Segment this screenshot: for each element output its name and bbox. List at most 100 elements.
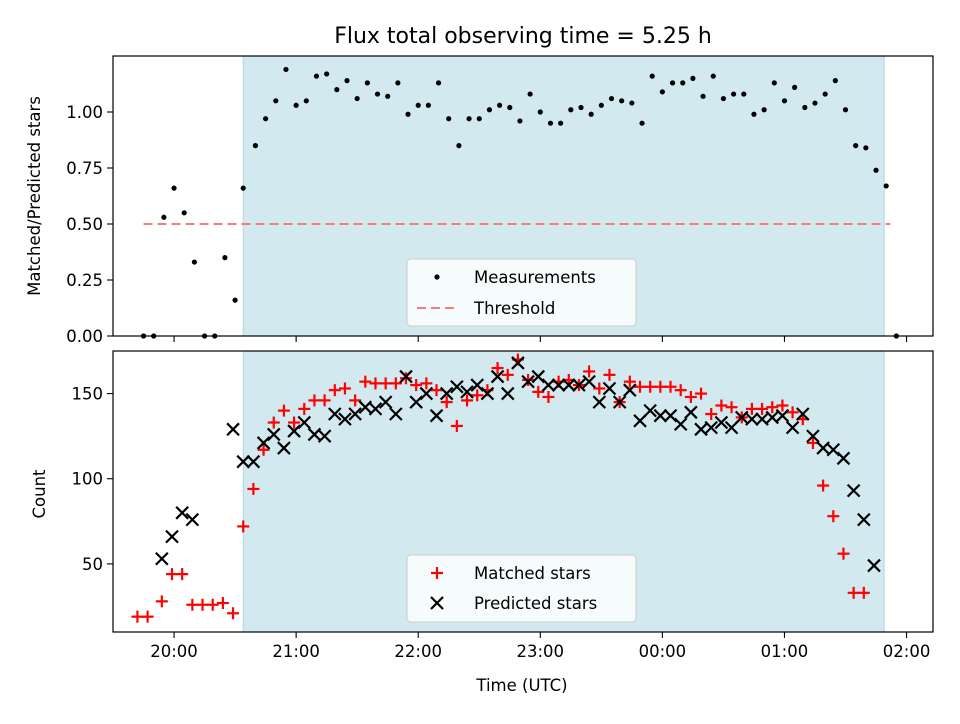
predicted-star-point <box>633 414 647 428</box>
predicted-star-point <box>328 407 342 421</box>
matched-star-point <box>186 598 199 611</box>
matched-star-point <box>318 394 331 407</box>
bottom-panel: 50 100 150 20:00 21:00 22:00 23:00 00:00 01:00 0… <box>30 350 934 695</box>
measurement-point <box>558 120 564 126</box>
measurement-point <box>690 75 696 81</box>
matched-star-point <box>298 402 311 415</box>
matched-star-point <box>257 443 270 456</box>
matched-star-point <box>532 385 545 398</box>
predicted-star-point <box>246 454 261 469</box>
matched-star-point <box>766 401 779 414</box>
matched-star-point <box>288 416 301 429</box>
top-y-ticks: 0.00 0.25 0.50 0.75 1.00 <box>66 103 113 346</box>
measurement-point <box>415 102 421 108</box>
measurement-point <box>741 91 747 97</box>
matched-star-point <box>654 380 667 393</box>
measurement-point <box>425 102 431 108</box>
measurement-point <box>324 71 330 77</box>
matched-star-point <box>776 399 789 412</box>
measurement-point <box>181 210 187 216</box>
matched-star-point <box>440 396 453 409</box>
predicted-star-point <box>592 395 607 409</box>
matched-star-point <box>369 377 382 390</box>
measurement-point <box>873 167 879 173</box>
measurement-point <box>771 80 777 86</box>
predicted-star-point <box>612 395 627 409</box>
top-panel: 0.00 0.25 0.50 0.75 1.00 Flux total observin… <box>25 24 934 346</box>
x-tick-label: 02:00 <box>883 642 931 661</box>
matched-star-point <box>141 610 154 623</box>
predicted-star-point <box>500 386 515 401</box>
matched-star-point <box>827 510 840 523</box>
predicted-star-point <box>785 420 800 435</box>
bottom-legend-box <box>406 554 637 623</box>
matched-star-point <box>705 408 718 421</box>
top-y-axis-label: Matched/Predicted stars <box>25 96 44 296</box>
measurement-point <box>629 100 635 106</box>
matched-star-point <box>461 394 474 407</box>
matched-star-point <box>715 399 728 412</box>
predicted-star-point <box>348 407 362 421</box>
predicted-star-point <box>399 369 413 384</box>
measurement-point <box>792 84 798 90</box>
matched-star-point <box>471 389 484 402</box>
predicted-star-point <box>673 417 688 432</box>
measurement-point <box>853 143 859 149</box>
matched-star-point <box>674 384 687 397</box>
measurement-point <box>812 100 818 106</box>
matched-star-point <box>155 595 168 608</box>
predicted-star-point <box>277 441 291 455</box>
predicted-star-point <box>165 529 179 544</box>
threshold-legend-label: Threshold <box>473 299 555 318</box>
matched-star-point <box>349 394 362 407</box>
measurement-point <box>822 91 828 97</box>
measurements-legend-marker <box>434 274 440 280</box>
predicted-star-point <box>439 386 454 401</box>
predicted-star-point <box>775 408 790 423</box>
predicted-star-point <box>470 378 484 392</box>
matched-star-point <box>206 598 219 611</box>
y-tick-label: 50 <box>82 555 103 574</box>
measurement-point <box>608 95 615 102</box>
measurement-point <box>781 98 788 104</box>
matched-star-point <box>522 373 535 386</box>
matched-star-point <box>410 379 423 392</box>
x-axis-label: Time (UTC) <box>475 676 567 695</box>
measurement-point <box>334 87 340 93</box>
matched-star-point <box>389 377 402 390</box>
measurement-point <box>263 116 269 122</box>
matched-star-point <box>247 482 260 495</box>
predicted-star-point <box>287 424 301 438</box>
measurement-point <box>700 93 706 99</box>
matched-star-point <box>847 586 860 599</box>
measurement-point <box>619 98 625 104</box>
measurement-point <box>476 116 482 122</box>
measurement-point <box>730 91 737 97</box>
matched-star-point <box>196 598 209 611</box>
predicted-star-point <box>521 374 535 389</box>
measurement-point <box>761 107 767 113</box>
measurement-point <box>639 120 645 126</box>
measurement-point <box>344 78 350 84</box>
predicted-star-point <box>297 415 312 430</box>
measurement-point <box>588 111 594 117</box>
measurement-point <box>507 104 513 111</box>
measurement-point <box>649 73 655 79</box>
predicted-star-point <box>155 551 169 566</box>
measurement-point <box>446 116 452 122</box>
predicted-star-point <box>684 405 698 420</box>
measurement-points <box>140 66 899 339</box>
predicted-star-point <box>846 483 861 498</box>
measurement-point <box>578 104 584 111</box>
predicted-star-point <box>867 558 881 573</box>
predicted-star-point <box>368 402 383 416</box>
predicted-star-point <box>429 408 444 423</box>
predicted-star-point <box>490 369 505 384</box>
matched-star-point <box>400 372 413 385</box>
predicted-star-point <box>389 407 403 421</box>
predicted-star-point <box>338 412 352 426</box>
measurement-point <box>659 89 665 95</box>
measurement-point <box>273 98 279 104</box>
bottom-x-ticks: 20:00 21:00 22:00 23:00 00:00 01:00 02:00 <box>150 632 930 661</box>
measurement-point <box>497 102 503 108</box>
